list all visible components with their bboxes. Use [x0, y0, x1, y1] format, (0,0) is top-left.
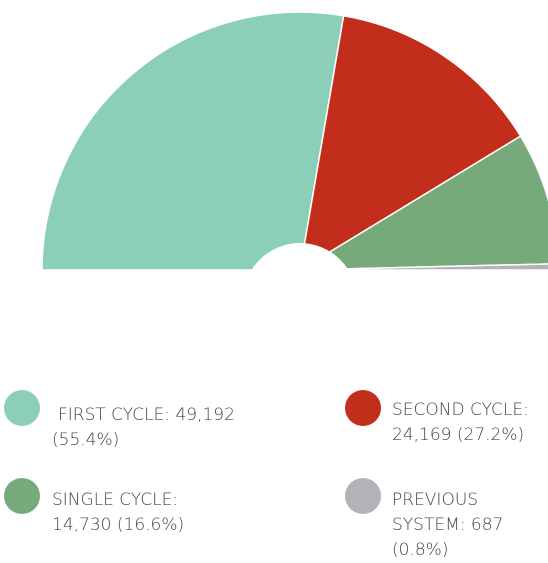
legend-swatch [4, 390, 40, 426]
legend-entry: SINGLE CYCLE: 14,730 (16.6%) [52, 488, 227, 538]
chart [41, 11, 548, 357]
legend-swatch [345, 478, 381, 514]
slice [298, 14, 522, 272]
legend-value: 687 (0.8%) [392, 515, 504, 560]
legend-value: 14,730 (16.6%) [52, 515, 185, 535]
slice [41, 11, 345, 271]
legend-entry: SECOND CYCLE: 24,169 (27.2%) [392, 398, 548, 448]
legend-label: SINGLE CYCLE: [52, 490, 179, 510]
legend-swatch [345, 390, 381, 426]
donut-hole [243, 243, 357, 357]
legend-label: FIRST CYCLE: [58, 405, 171, 425]
legend-entry: PREVIOUS SYSTEM: 687 (0.8%) [392, 488, 517, 563]
legend-label: PREVIOUS SYSTEM: [392, 490, 479, 535]
legend-value: 24,169 (27.2%) [392, 425, 525, 445]
legend-swatch [4, 478, 40, 514]
legend-entry: FIRST CYCLE: 49,192 (55.4%) [52, 403, 274, 453]
legend-value: 49,192 (55.4%) [52, 405, 235, 450]
legend-label: SECOND CYCLE: [392, 400, 529, 420]
slice [299, 263, 548, 271]
